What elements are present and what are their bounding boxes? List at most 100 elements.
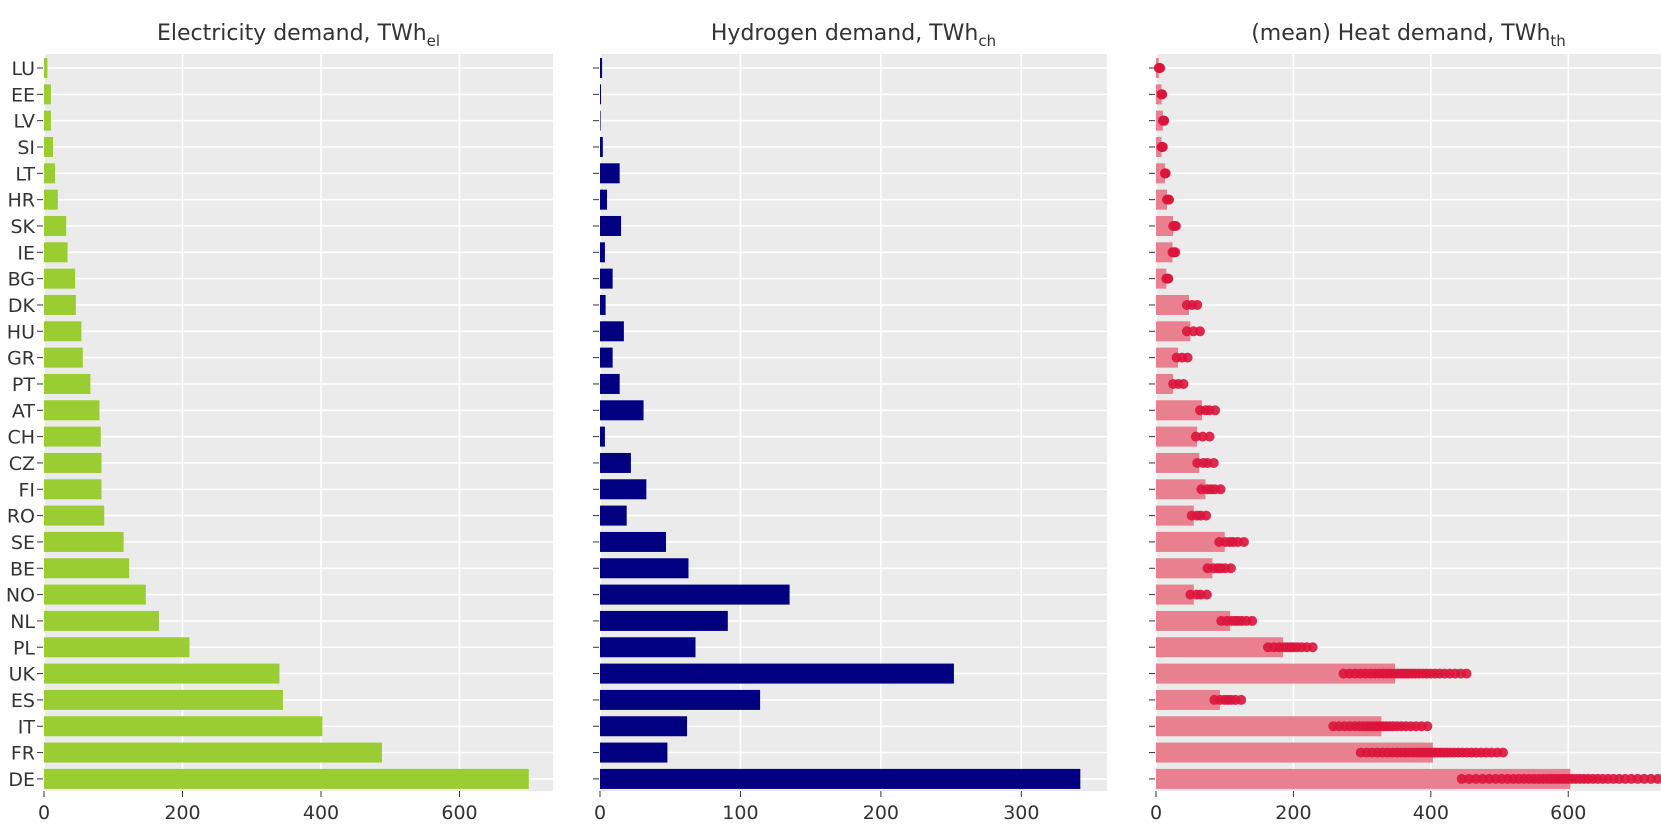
electricity-bar-gr	[44, 347, 83, 368]
hydrogen-bar-gr	[600, 347, 613, 368]
chart-title-main: (mean) Heat demand, TWh	[1251, 21, 1550, 46]
hydrogen-bar-es	[600, 689, 761, 710]
category-label: NL	[10, 611, 35, 633]
heat-bar-it	[1156, 716, 1382, 737]
hydrogen-x-tick-label: 100	[722, 802, 758, 824]
category-label: NO	[6, 585, 35, 607]
heat-bar-cz	[1156, 452, 1200, 473]
chart-title-subscript: th	[1550, 32, 1565, 50]
category-label: SK	[10, 216, 35, 238]
hydrogen-bar-fr	[600, 742, 668, 763]
category-label: UK	[9, 664, 36, 686]
heat-point-nl	[1247, 615, 1258, 626]
heat-bar-bg	[1156, 268, 1167, 289]
hydrogen-bar-be	[600, 558, 689, 579]
heat-point-hu	[1194, 326, 1205, 337]
heat-point-de	[1463, 773, 1474, 784]
electricity-bar-ch	[44, 426, 101, 447]
heat-point-ch	[1190, 431, 1201, 442]
heat-bar-hr	[1156, 189, 1167, 210]
hydrogen-bar-hr	[600, 189, 608, 210]
heat-bar-uk	[1156, 663, 1396, 684]
category-label: LU	[11, 58, 35, 80]
heat-bar-fr	[1156, 742, 1433, 763]
heat-point-fi	[1215, 484, 1226, 495]
heat-point-pt	[1178, 378, 1189, 389]
heat-bar-dk	[1156, 294, 1189, 315]
heat-bar-nl	[1156, 610, 1231, 631]
hydrogen-bar-lu	[600, 58, 603, 78]
heat-point-bg	[1163, 273, 1174, 284]
electricity-bar-de	[44, 768, 529, 789]
electricity-x-tick-label: 600	[441, 802, 477, 824]
electricity-bar-se	[44, 531, 124, 552]
category-label: CZ	[9, 453, 35, 475]
electricity-bar-it	[44, 716, 323, 737]
category-label: RO	[7, 506, 35, 528]
electricity-bar-dk	[44, 294, 76, 315]
heat-bar-no	[1156, 584, 1194, 605]
hydrogen-bar-no	[600, 584, 790, 605]
category-label: ES	[11, 690, 35, 712]
category-label: FI	[18, 479, 35, 501]
hydrogen-panel: 0 100 200 300 Hydrogen demand, TWhch	[593, 21, 1107, 824]
electricity-bar-ro	[44, 505, 105, 526]
heat-point-lv	[1159, 115, 1170, 126]
electricity-bar-be	[44, 558, 130, 579]
hydrogen-bar-de	[600, 768, 1081, 789]
electricity-bar-fi	[44, 479, 102, 500]
heat-x-tick-label: 400	[1413, 802, 1449, 824]
category-label: AT	[12, 400, 36, 422]
electricity-bar-es	[44, 689, 283, 710]
heat-point-lt	[1160, 168, 1171, 179]
category-label: PL	[13, 637, 35, 659]
category-label: CH	[7, 427, 35, 449]
heat-panel: 0 200 400 600 (mean) Heat demand, TWhth	[1149, 21, 1661, 824]
hydrogen-x-tick-label: 0	[594, 802, 606, 824]
heat-point-de	[1652, 773, 1661, 784]
electricity-bar-hu	[44, 321, 82, 342]
heat-point-ie	[1170, 247, 1181, 258]
heat-bar-fi	[1156, 479, 1206, 500]
electricity-bar-nl	[44, 610, 159, 631]
heat-point-hr	[1164, 194, 1175, 205]
heat-point-no	[1201, 589, 1212, 600]
heat-bar-gr	[1156, 347, 1178, 368]
electricity-bar-uk	[44, 663, 280, 684]
hydrogen-bar-uk	[600, 663, 954, 684]
heat-point-se	[1238, 536, 1249, 547]
heat-bar-sk	[1156, 215, 1174, 236]
category-label: LV	[14, 111, 36, 133]
heat-point-sk	[1170, 220, 1181, 231]
hydrogen-bar-it	[600, 716, 688, 737]
hydrogen-bar-lv	[600, 110, 601, 131]
heat-chart-title: (mean) Heat demand, TWhth	[1251, 21, 1566, 50]
electricity-bar-lt	[44, 163, 56, 184]
electricity-bar-no	[44, 584, 146, 605]
category-label: DK	[8, 295, 36, 317]
heat-bar-hu	[1156, 321, 1191, 342]
category-label: GR	[7, 348, 35, 370]
category-label: IT	[18, 716, 36, 738]
category-label: SI	[17, 137, 35, 159]
heat-point-de	[1645, 773, 1656, 784]
category-label: HR	[8, 190, 36, 212]
electricity-x-tick-label: 0	[38, 802, 50, 824]
chart-title-subscript: ch	[978, 32, 996, 50]
heat-point-lu	[1155, 63, 1166, 73]
heat-point-it	[1422, 721, 1433, 732]
heat-point-cz	[1208, 457, 1219, 468]
electricity-bar-bg	[44, 268, 76, 289]
electricity-bar-si	[44, 136, 54, 157]
heat-bar-es	[1156, 689, 1220, 710]
heat-x-tick-label: 600	[1550, 802, 1586, 824]
electricity-bar-ie	[44, 242, 68, 263]
category-label: IE	[17, 242, 35, 264]
electricity-bar-pl	[44, 637, 190, 658]
category-label: EE	[11, 84, 35, 106]
electricity-bar-lu	[44, 58, 48, 78]
category-label: BG	[8, 269, 35, 291]
hydrogen-bar-dk	[600, 294, 606, 315]
hydrogen-bar-nl	[600, 610, 728, 631]
heat-point-dk	[1192, 299, 1203, 310]
